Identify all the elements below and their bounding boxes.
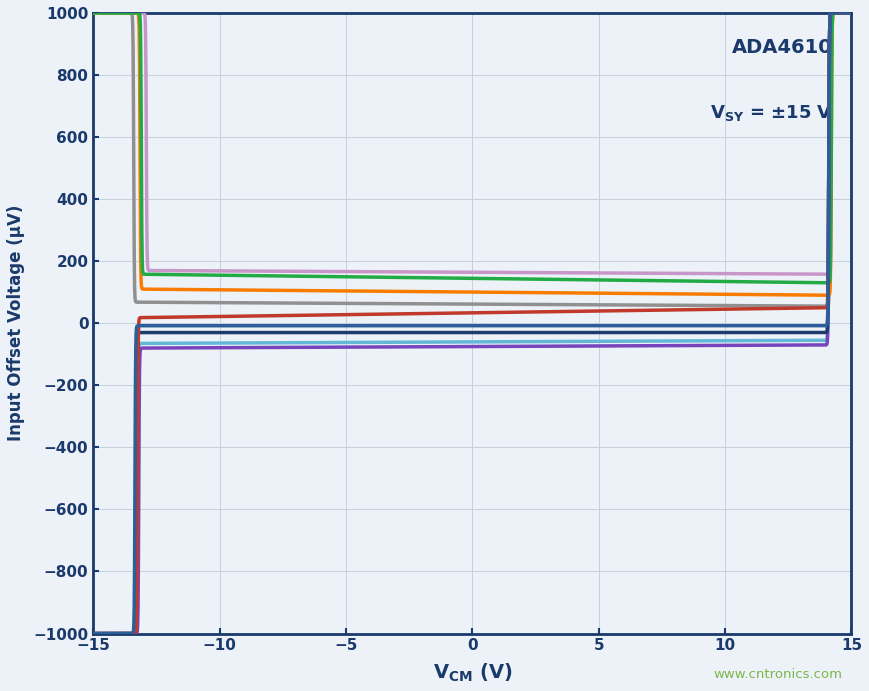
X-axis label: $\mathbf{V_{CM}}$ $\mathbf{(V)}$: $\mathbf{V_{CM}}$ $\mathbf{(V)}$: [433, 662, 512, 684]
Text: www.cntronics.com: www.cntronics.com: [714, 668, 843, 681]
Text: $\mathbf{V_{SY}}$ = ±15 V: $\mathbf{V_{SY}}$ = ±15 V: [710, 103, 833, 123]
Y-axis label: Input Offset Voltage (μV): Input Offset Voltage (μV): [7, 205, 25, 442]
Text: ADA4610: ADA4610: [732, 38, 833, 57]
